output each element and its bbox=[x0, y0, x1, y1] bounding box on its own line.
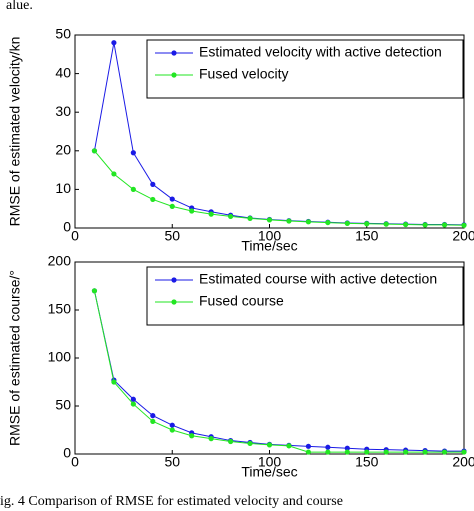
data-point bbox=[208, 436, 214, 442]
data-point bbox=[305, 443, 311, 449]
series-line bbox=[94, 150, 465, 226]
data-point bbox=[286, 218, 292, 224]
data-point bbox=[344, 445, 350, 451]
y-tick-label: 50 bbox=[55, 397, 71, 413]
data-point bbox=[344, 449, 350, 455]
legend-marker bbox=[171, 50, 177, 56]
data-point bbox=[150, 418, 156, 424]
legend-label: Estimated course with active detection bbox=[199, 271, 437, 287]
data-point bbox=[130, 150, 136, 156]
data-point bbox=[130, 396, 136, 402]
data-point bbox=[441, 222, 448, 228]
x-axis-label: Time/sec bbox=[241, 238, 297, 254]
data-point bbox=[208, 211, 214, 217]
y-tick-label: 30 bbox=[55, 103, 71, 119]
data-point bbox=[111, 379, 117, 385]
legend-marker bbox=[171, 72, 177, 78]
data-point bbox=[247, 215, 253, 221]
x-tick-label: 150 bbox=[355, 228, 379, 244]
y-tick-label: 40 bbox=[55, 64, 71, 80]
data-point bbox=[111, 171, 117, 177]
data-point bbox=[130, 401, 136, 407]
legend-label: Fused course bbox=[199, 293, 284, 309]
x-tick-label: 100 bbox=[258, 228, 282, 244]
x-tick-label: 0 bbox=[71, 454, 79, 470]
data-point bbox=[91, 288, 98, 294]
data-point bbox=[169, 203, 175, 209]
y-tick-label: 10 bbox=[55, 180, 71, 196]
data-point bbox=[228, 438, 234, 445]
data-point bbox=[403, 449, 409, 455]
data-point bbox=[383, 449, 389, 455]
data-point bbox=[305, 219, 311, 225]
x-tick-label: 200 bbox=[452, 454, 474, 470]
data-point bbox=[383, 221, 389, 227]
series-line bbox=[93, 290, 464, 453]
data-point bbox=[266, 442, 273, 448]
caption: ig. 4 Comparison of RMSE for estimated v… bbox=[0, 494, 343, 509]
data-point bbox=[189, 433, 195, 439]
y-tick-label: 150 bbox=[48, 301, 72, 317]
data-point bbox=[364, 449, 370, 455]
data-point bbox=[422, 222, 428, 228]
y-tick-label: 0 bbox=[63, 445, 71, 461]
legend-label: Estimated velocity with active detection bbox=[199, 44, 442, 60]
data-point bbox=[461, 222, 467, 228]
legend-box bbox=[146, 266, 464, 326]
y-axis-label: RMSE of estimated course/° bbox=[7, 270, 23, 446]
legend-label: Fused velocity bbox=[199, 66, 288, 82]
data-point bbox=[286, 443, 292, 449]
data-point bbox=[344, 220, 350, 226]
header-text: alue. bbox=[6, 0, 33, 13]
data-point bbox=[441, 449, 448, 455]
y-tick-label: 200 bbox=[48, 253, 72, 269]
x-axis-label: Time/sec bbox=[241, 464, 297, 480]
data-point bbox=[169, 196, 175, 202]
y-tick-label: 20 bbox=[55, 142, 71, 158]
x-tick-label: 0 bbox=[71, 228, 79, 244]
data-point bbox=[403, 221, 409, 228]
data-point bbox=[150, 196, 156, 203]
legend-box bbox=[146, 39, 464, 99]
data-point bbox=[111, 40, 117, 46]
data-point bbox=[325, 449, 331, 455]
x-tick-label: 50 bbox=[164, 228, 180, 244]
x-tick-label: 50 bbox=[164, 454, 180, 470]
data-point bbox=[364, 221, 370, 227]
data-point bbox=[228, 213, 234, 220]
data-point bbox=[150, 413, 156, 419]
y-tick-label: 50 bbox=[55, 26, 71, 42]
data-point bbox=[169, 427, 175, 433]
data-point bbox=[305, 449, 311, 455]
data-point bbox=[422, 449, 428, 455]
data-point bbox=[189, 208, 195, 214]
data-point bbox=[461, 449, 467, 455]
y-tick-label: 100 bbox=[48, 349, 72, 365]
y-axis-label: RMSE of estimated velocity/kn bbox=[7, 37, 23, 227]
legend-marker bbox=[171, 277, 177, 283]
x-tick-label: 100 bbox=[258, 454, 282, 470]
data-point bbox=[150, 181, 156, 187]
data-point bbox=[266, 217, 273, 223]
y-tick-label: 0 bbox=[63, 219, 71, 235]
data-point bbox=[169, 422, 175, 428]
x-tick-label: 200 bbox=[452, 228, 474, 244]
data-point bbox=[91, 148, 98, 154]
data-point bbox=[325, 444, 331, 450]
data-point bbox=[130, 186, 136, 192]
data-point bbox=[247, 440, 253, 447]
x-tick-label: 150 bbox=[355, 454, 379, 470]
data-point bbox=[325, 219, 331, 226]
legend-marker bbox=[171, 299, 177, 305]
